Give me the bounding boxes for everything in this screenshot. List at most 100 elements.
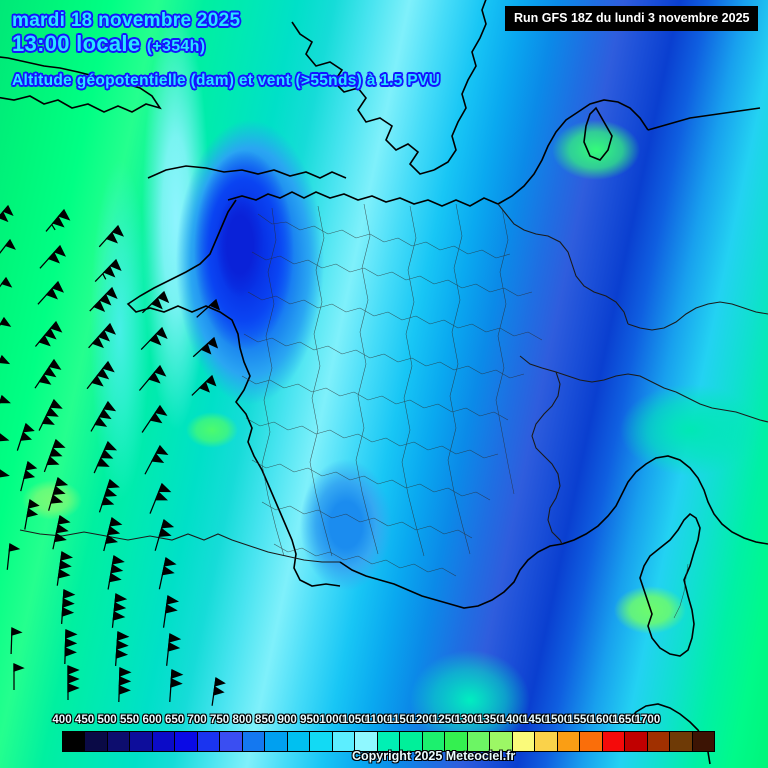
colorbar-swatch[interactable] [265,732,288,751]
colorbar-swatch[interactable] [242,732,266,751]
wind-barb [141,404,168,433]
wind-barb [140,326,168,351]
border-france-switzerland-italy [519,355,563,545]
colorbar-swatch[interactable] [310,732,333,751]
wind-barb [56,550,74,586]
colorbar-tick-label: 1550 [567,714,593,726]
colorbar-tick-label: 1500 [544,714,571,726]
wind-barb [38,398,63,431]
colorbar-swatch[interactable] [535,732,558,751]
wind-barb [0,204,14,227]
colorbar-swatch[interactable] [692,732,715,751]
wind-barb [0,354,11,379]
wind-barb [6,542,21,570]
wind-barb [191,374,217,396]
wind-barb [90,400,117,432]
valid-date-label: mardi 18 novembre 2025 [12,10,241,31]
coastline-low-countries [497,99,649,205]
wind-barb [0,316,12,340]
colorbar-swatch[interactable] [85,732,108,751]
coastline-ireland [0,56,162,113]
colorbar-swatch[interactable] [625,732,648,751]
colorbar-swatch[interactable] [332,732,356,751]
colorbar-swatch[interactable] [557,732,581,751]
wind-barb [166,633,182,666]
valid-time-text: 13:00 locale [12,31,147,56]
colorbar-swatch[interactable] [422,732,446,751]
colorbar-swatch[interactable] [197,732,221,751]
colorbar-swatch[interactable] [220,732,243,751]
wind-barb [196,298,221,318]
coastline-brittany [126,199,241,349]
wind-barb [94,258,122,283]
colorbar-tick-label: 1650 [612,714,638,726]
colorbar-swatch[interactable] [377,732,401,751]
colorbar-legend[interactable]: 400 450 500 550 600 650 700 750 800 850 900 950 1000… [52,714,715,752]
colorbar-swatch[interactable] [602,732,626,751]
colorbar-swatch[interactable] [670,732,693,751]
colorbar-swatch[interactable] [63,732,86,751]
colorbar-tick-label: 1200 [409,714,436,726]
colorbar-swatches[interactable] [62,731,715,752]
wind-barb [24,498,40,530]
wind-barb-group [0,204,226,706]
wind-barb [67,665,80,700]
wind-barb [0,432,10,458]
border-italy-austria [675,391,768,423]
wind-barb [20,460,38,492]
colorbar-tick-label: 1000 [319,714,345,726]
wind-barb [0,394,11,420]
border-switzerland-north [555,371,677,393]
colorbar-swatch[interactable] [355,732,378,751]
colorbar-swatch[interactable] [400,732,423,751]
wind-barb [103,516,123,552]
wind-barb [61,589,76,624]
border-france-belgium-germany [497,203,629,325]
model-run-badge: Run GFS 18Z du lundi 3 novembre 2025 [505,6,759,31]
colorbar-swatch[interactable] [130,732,153,751]
valid-time-label: 13:00 locale (+354h) [12,31,205,57]
coastline-england-east [433,0,487,171]
model-run-label: Run GFS 18Z du lundi 3 novembre 2025 [514,11,750,25]
colorbar-tick-label: 550 [119,714,140,726]
wind-barb [118,667,132,703]
colorbar-swatch[interactable] [580,732,603,751]
wind-barb [43,438,66,473]
wind-barb [0,238,16,260]
colorbar-swatch[interactable] [512,732,536,751]
colorbar-tick-label: 800 [232,714,252,726]
wind-barb [86,360,115,390]
colorbar-swatch[interactable] [647,732,671,751]
colorbar-tick-label: 950 [300,714,320,726]
colorbar-swatch[interactable] [107,732,131,751]
colorbar-swatch[interactable] [467,732,491,751]
colorbar-swatch[interactable] [287,732,311,751]
colorbar-tick-label: 500 [97,714,117,726]
wind-barb [64,629,78,665]
coastline-corsica [639,512,701,657]
colorbar-tick-label: 1600 [589,714,616,726]
colorbar-tick-label: 900 [277,714,297,726]
wind-barb [89,286,118,312]
coastline-atlantic-france [235,347,341,587]
wind-barb [158,556,177,590]
colorbar-swatch[interactable] [175,732,198,751]
wind-barb [0,468,10,494]
wind-barb [98,478,120,513]
colorbar-swatch[interactable] [445,732,468,751]
colorbar-tick-label: 750 [210,714,230,726]
coastline-frisian-islands [647,107,761,131]
wind-barb [138,364,167,391]
wind-barb [162,594,180,628]
wind-barb [10,627,23,655]
wind-barb [34,320,63,347]
colorbar-tick-label: 450 [74,714,95,726]
wind-barb [45,208,71,232]
wind-barb [88,322,117,349]
coastline-wales [291,21,435,175]
forecast-hour-text: (+354h) [146,38,206,55]
colorbar-swatch[interactable] [490,732,513,751]
colorbar-swatch[interactable] [152,732,176,751]
